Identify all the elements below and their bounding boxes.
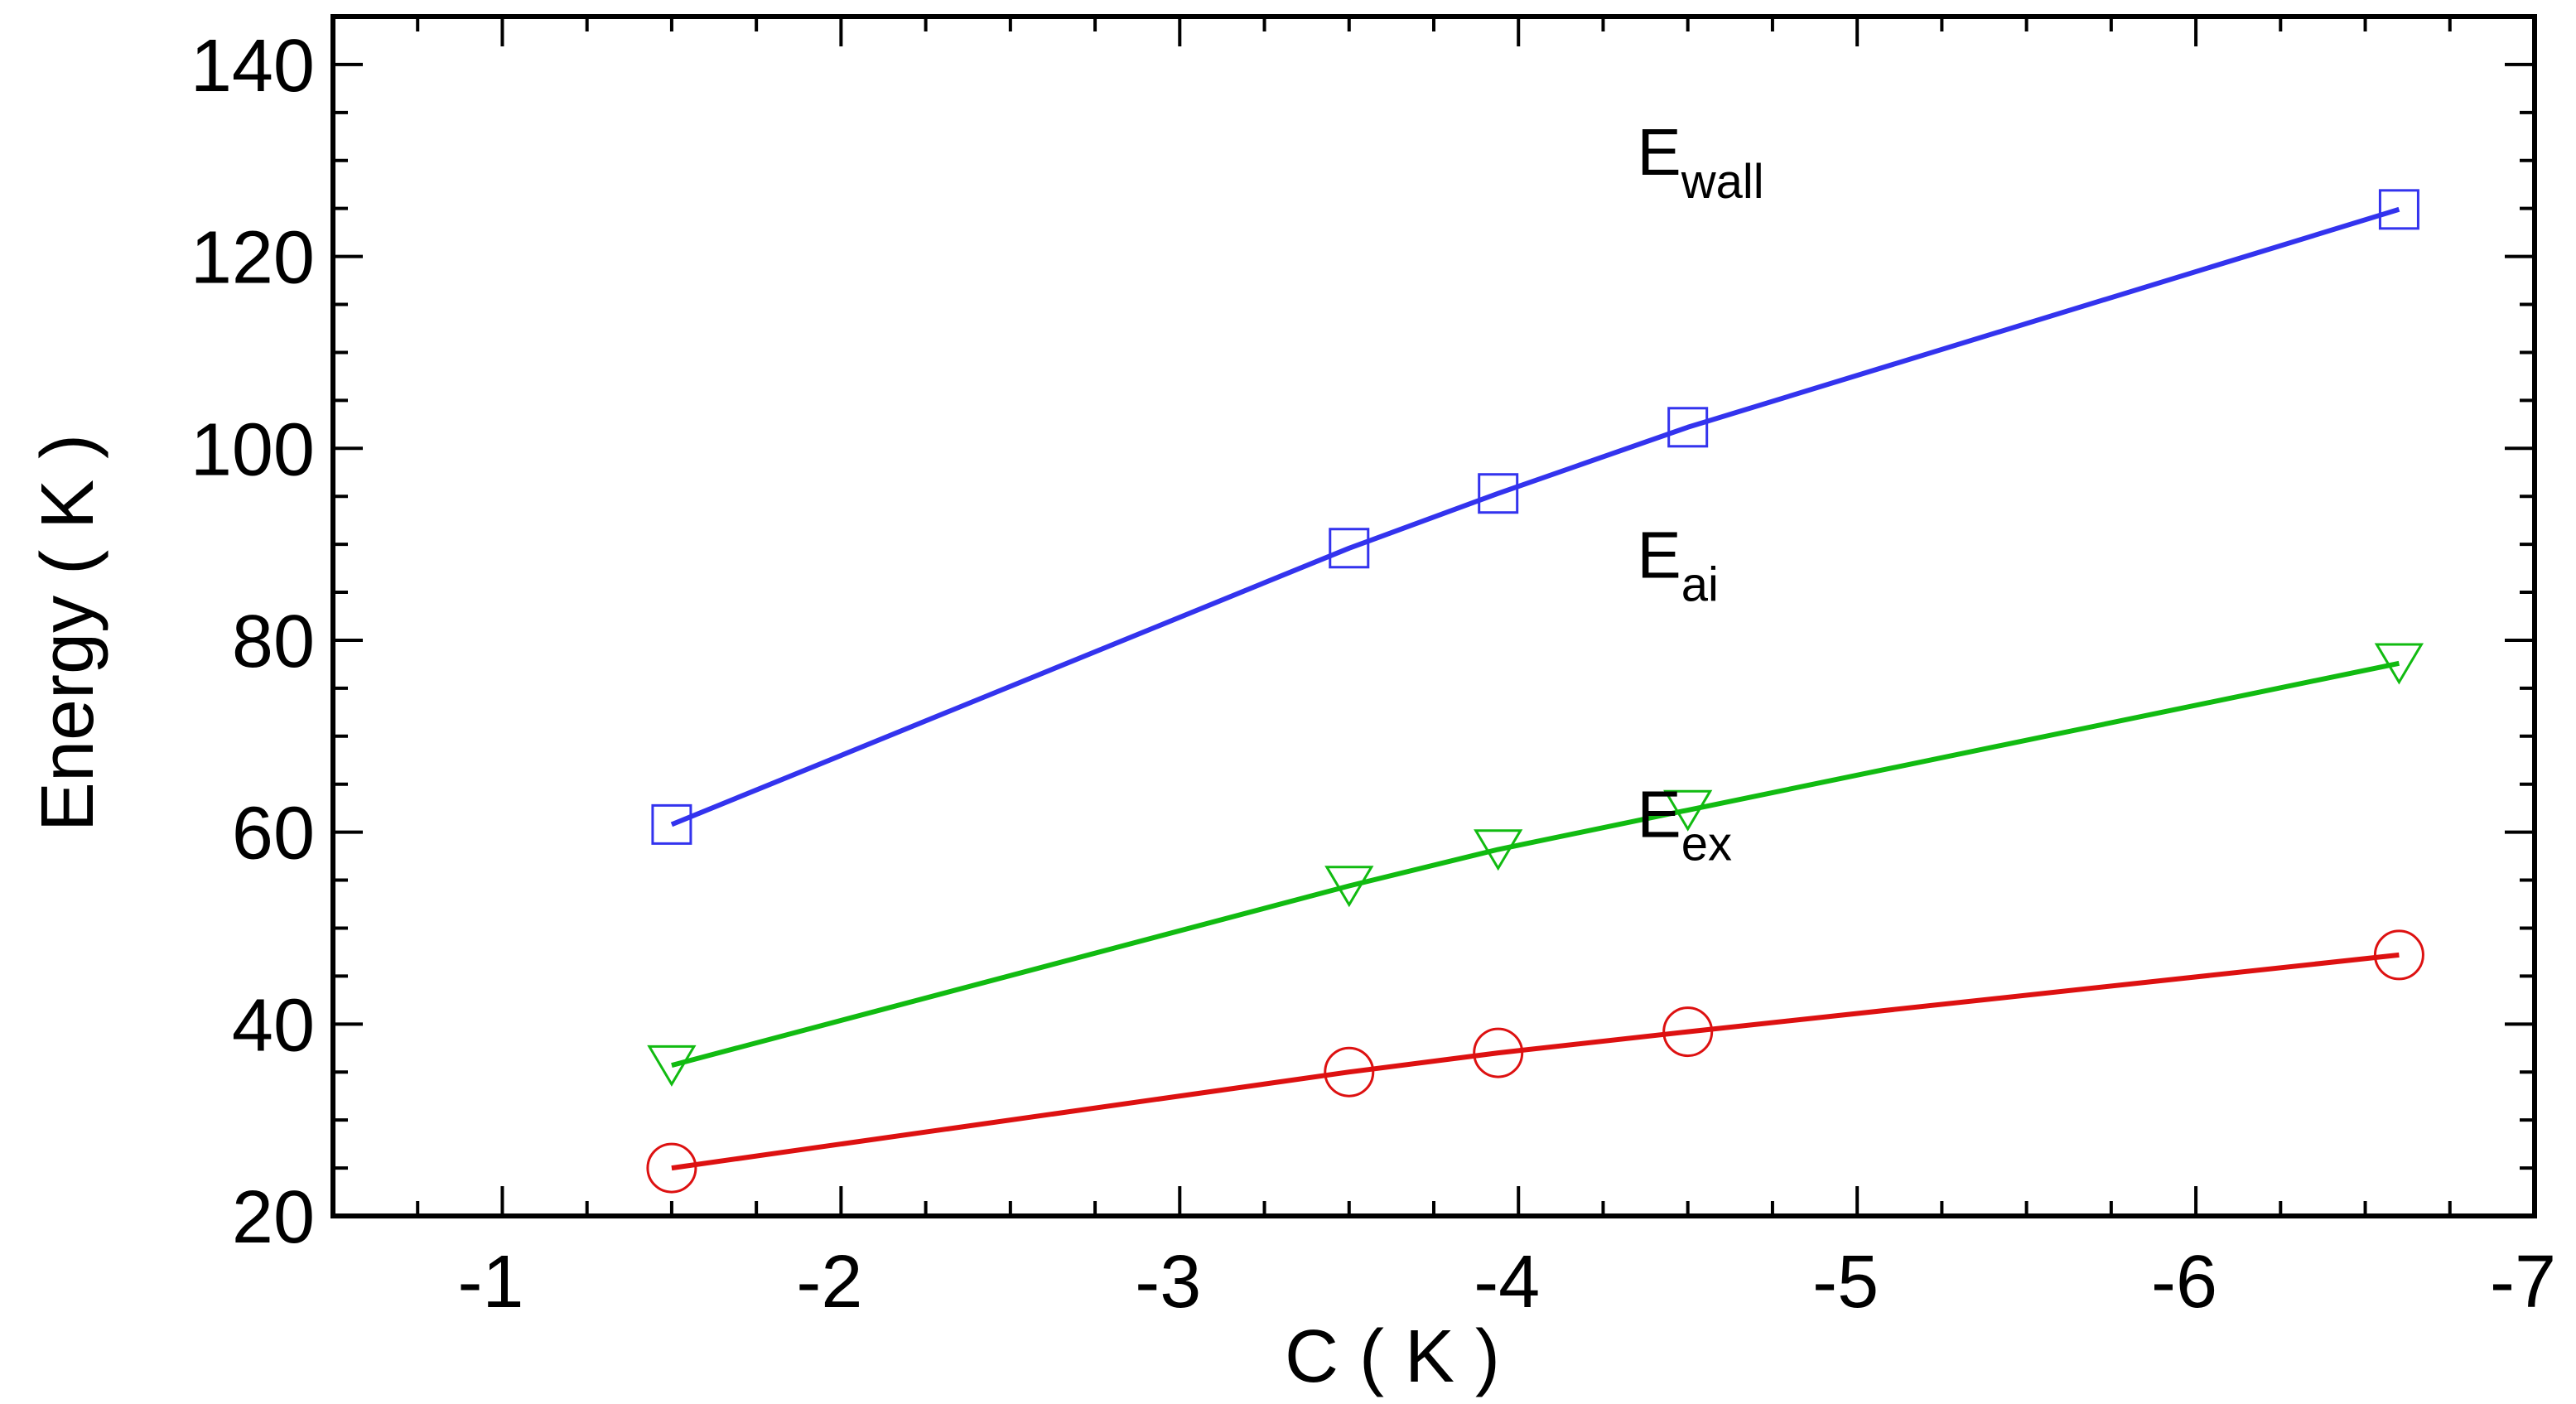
series-line-e-wall	[670, 206, 2400, 827]
e-ai-point	[1474, 829, 1523, 871]
e-ex-point	[1324, 1046, 1375, 1098]
y-tick-label: 40	[232, 984, 315, 1067]
e-ai-point	[2374, 643, 2424, 685]
x-tick-label: -4	[1474, 1241, 1540, 1324]
e-wall-point	[1329, 528, 1370, 569]
x-tick-label: -1	[457, 1241, 523, 1324]
e-wall-point	[2378, 189, 2419, 230]
y-tick-label: 120	[191, 217, 315, 300]
plot-frame	[330, 14, 2537, 1218]
x-tick-label: -7	[2490, 1241, 2556, 1324]
e-ex-point	[1473, 1027, 1524, 1078]
y-tick-label: 60	[232, 793, 315, 876]
series-lines	[670, 206, 2400, 1171]
e-ai-point	[1324, 866, 1374, 908]
x-tick-label: -3	[1135, 1241, 1201, 1324]
y-tick-label: 100	[191, 408, 315, 491]
x-axis-label: C ( K )	[1285, 1315, 1500, 1398]
e-ai-point	[1663, 789, 1713, 832]
e-ex-label: Eex	[1637, 777, 1732, 871]
e-ai-label-sub: ai	[1681, 558, 1719, 612]
e-ex-point	[646, 1142, 697, 1194]
e-wall-label-main: E	[1637, 115, 1681, 189]
x-tick-label: -5	[1812, 1241, 1879, 1324]
y-axis-label: Energy ( K )	[27, 434, 109, 832]
e-ex-point	[2373, 929, 2424, 981]
e-wall-point	[1667, 407, 1709, 448]
series-markers	[646, 189, 2424, 1194]
y-tick-label: 20	[232, 1176, 315, 1259]
e-ai-point	[647, 1045, 697, 1087]
e-wall-label-sub: wall	[1681, 155, 1764, 209]
series-line-e-ai	[671, 660, 2400, 1069]
e-ai-label-main: E	[1637, 519, 1681, 592]
y-tick-label: 80	[232, 601, 315, 683]
series-line-e-ex	[671, 952, 2400, 1171]
x-tick-label: -2	[796, 1241, 862, 1324]
e-ex-label-sub: ex	[1681, 817, 1732, 871]
y-tick-label: 140	[191, 25, 315, 108]
e-ai-label: Eai	[1637, 519, 1719, 612]
e-ex-point	[1662, 1006, 1714, 1058]
axis-ticks: -1 -2 -3 -4 -5 -6 -7 20 40 60 80 100 120 140	[191, 15, 2556, 1324]
e-wall-label: Ewall	[1637, 115, 1763, 209]
e-wall-point	[651, 803, 692, 845]
e-wall-point	[1478, 473, 1519, 514]
e-ex-label-main: E	[1637, 777, 1681, 851]
x-tick-label: -6	[2151, 1241, 2217, 1324]
